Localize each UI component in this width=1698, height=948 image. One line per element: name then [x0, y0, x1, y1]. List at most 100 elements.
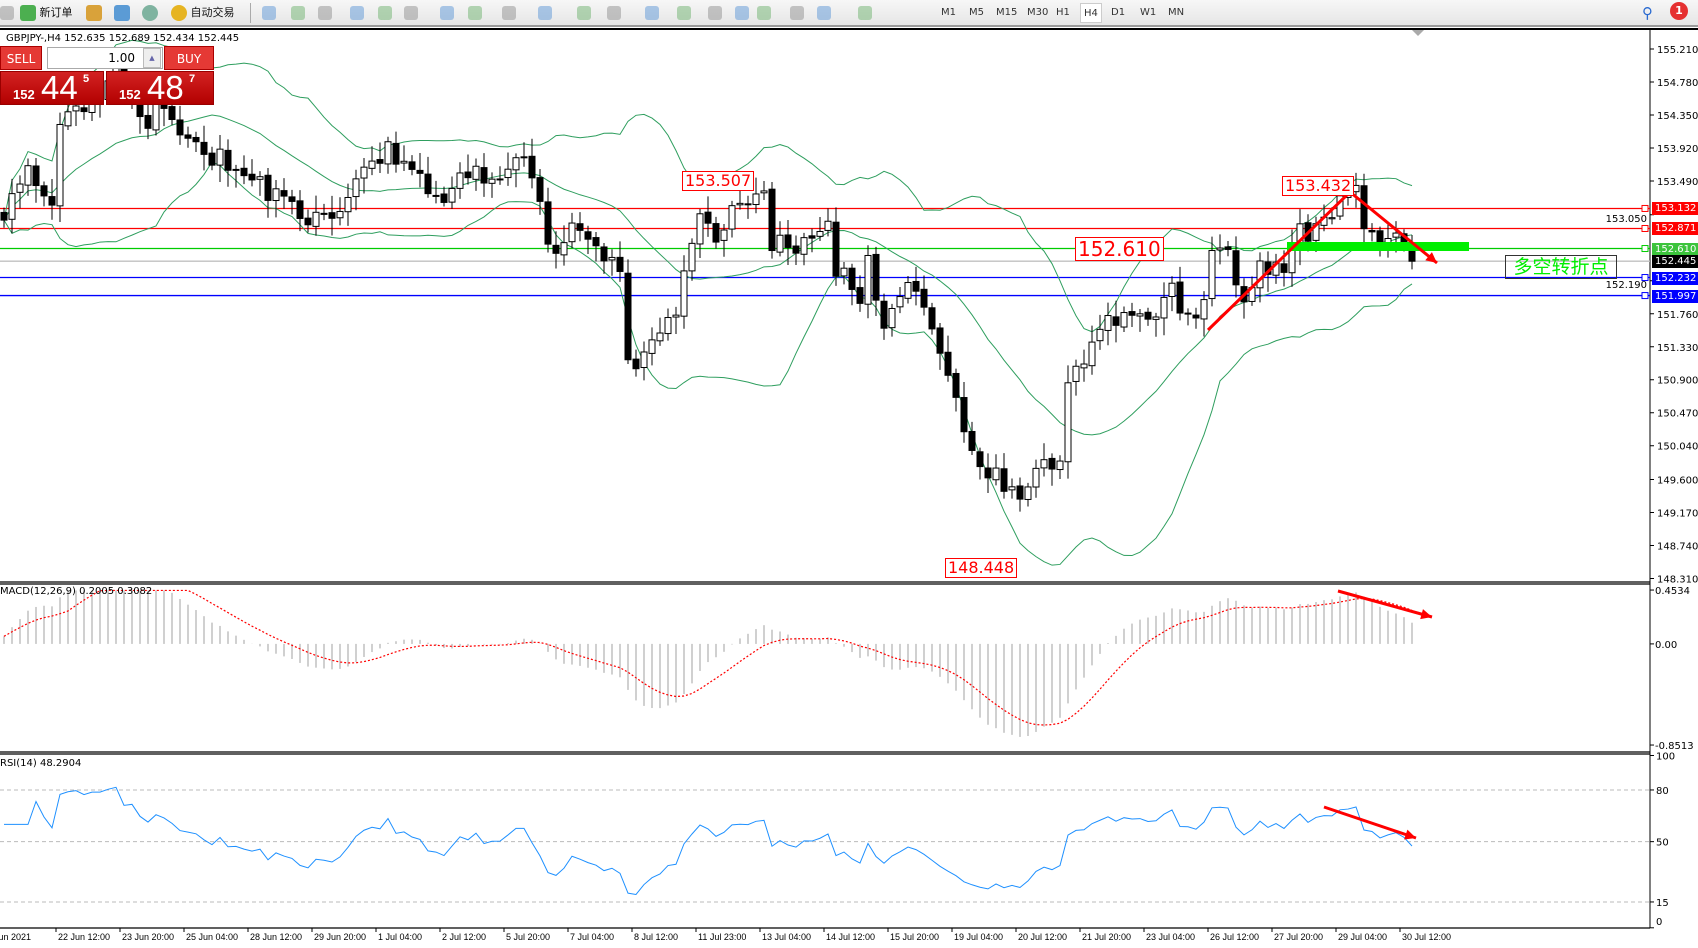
candle-body: [1136, 313, 1144, 317]
crosshair-button[interactable]: [645, 3, 659, 23]
candle-body: [256, 176, 264, 180]
candle-body: [200, 141, 208, 155]
candlestick-button[interactable]: [291, 3, 305, 23]
timeframe-h1[interactable]: H1: [1056, 7, 1070, 18]
vertical-line-button[interactable]: [677, 3, 691, 23]
arrows-button[interactable]: [0, 3, 14, 23]
lot-size-input[interactable]: 1.00: [47, 47, 163, 69]
notification-badge[interactable]: 1: [1670, 2, 1688, 20]
candlestick-icon: [291, 6, 305, 20]
candle-body: [1168, 282, 1176, 298]
history-button[interactable]: [86, 3, 102, 23]
candle: [1056, 455, 1064, 479]
line-chart-button[interactable]: [318, 3, 332, 23]
lot-increase-button[interactable]: ▲: [143, 48, 161, 68]
price-label-low[interactable]: 148.448: [945, 558, 1018, 578]
fibonacci-button[interactable]: [790, 3, 804, 23]
candle: [848, 263, 856, 306]
candle-body: [1120, 312, 1128, 328]
bar-chart-button[interactable]: [262, 3, 276, 23]
trendline-button[interactable]: [735, 3, 749, 23]
timeframe-m15[interactable]: M15: [996, 7, 1018, 18]
candle-body: [1368, 229, 1376, 233]
buy-price[interactable]: 152 48 7: [106, 69, 214, 106]
candle-body: [248, 173, 256, 181]
signal-button[interactable]: [142, 3, 158, 23]
candle: [1136, 308, 1144, 332]
candle-body: [432, 194, 440, 197]
timeframe-h4[interactable]: H4: [1080, 3, 1102, 23]
candle: [808, 228, 816, 253]
candle: [512, 153, 520, 188]
axis-price-box: 152.445: [1652, 255, 1698, 269]
cursor-button[interactable]: [607, 3, 621, 23]
arrows-icon: [0, 6, 14, 20]
navigator-button[interactable]: [114, 3, 130, 23]
candle-body: [688, 242, 696, 272]
candle: [1192, 307, 1200, 329]
add-indicator-button[interactable]: [502, 3, 516, 23]
autoscroll-icon: [440, 6, 454, 20]
candle-body: [792, 245, 800, 254]
candle-body: [672, 314, 680, 318]
price-label-high1[interactable]: 153.507: [682, 171, 755, 191]
timeframe-mn[interactable]: MN: [1168, 7, 1185, 18]
candle: [232, 164, 240, 188]
autoscroll-button[interactable]: [440, 3, 454, 23]
candle: [368, 146, 376, 176]
horizontal-line-icon: [708, 6, 722, 20]
equidistant-channel-button[interactable]: [757, 3, 771, 23]
time-label: 27 Jul 20:00: [1274, 932, 1324, 942]
templates-button[interactable]: [577, 3, 591, 23]
candle-body: [632, 358, 640, 370]
candle: [752, 177, 760, 214]
sell-price[interactable]: 152 44 5: [0, 69, 104, 106]
candle-body: [680, 270, 688, 317]
candle: [648, 327, 656, 366]
candle: [944, 335, 952, 382]
candle-body: [736, 202, 744, 206]
timeframe-m30[interactable]: M30: [1027, 7, 1049, 18]
timeframe-m5[interactable]: M5: [969, 7, 984, 18]
price-label-level[interactable]: 152.610: [1075, 237, 1164, 261]
candles: [0, 51, 1416, 512]
trendline-icon: [735, 6, 749, 20]
candle-body: [536, 177, 544, 202]
candle: [176, 105, 184, 145]
crosshair-icon: [645, 6, 659, 20]
zoom-out-button[interactable]: [378, 3, 392, 23]
candle-body: [776, 234, 784, 253]
candle: [48, 179, 56, 220]
candle-body: [1072, 365, 1080, 382]
auto-trading-button[interactable]: 自动交易: [171, 3, 235, 23]
sell-button[interactable]: SELL: [0, 46, 42, 70]
pivot-text-label[interactable]: 多空转折点: [1505, 255, 1617, 279]
candle: [920, 275, 928, 316]
price-label-high2[interactable]: 153.432: [1282, 176, 1355, 196]
periods-button[interactable]: [538, 3, 552, 23]
line-chart-icon: [318, 6, 332, 20]
text-label-button[interactable]: [858, 3, 872, 23]
candle-body: [240, 167, 248, 177]
candle-body: [576, 223, 584, 231]
candle-body: [16, 183, 24, 193]
chart-shift-button[interactable]: [468, 3, 482, 23]
candle: [440, 186, 448, 207]
timeframe-d1[interactable]: D1: [1111, 7, 1126, 18]
timeframe-w1[interactable]: W1: [1140, 7, 1157, 18]
timeframe-m1[interactable]: M1: [941, 7, 956, 18]
new-order-button[interactable]: 新订单: [20, 3, 73, 23]
candle-body: [800, 237, 808, 255]
candle-body: [1152, 316, 1160, 320]
candle: [928, 302, 936, 335]
search-icon[interactable]: ⚲: [1642, 4, 1653, 22]
horizontal-line-button[interactable]: [708, 3, 722, 23]
candle: [1376, 226, 1384, 257]
zoom-in-button[interactable]: [350, 3, 364, 23]
tile-windows-button[interactable]: [404, 3, 418, 23]
text-button[interactable]: [817, 3, 831, 23]
candle-body: [992, 467, 1000, 481]
buy-button[interactable]: BUY: [164, 46, 214, 70]
candle-body: [704, 211, 712, 224]
